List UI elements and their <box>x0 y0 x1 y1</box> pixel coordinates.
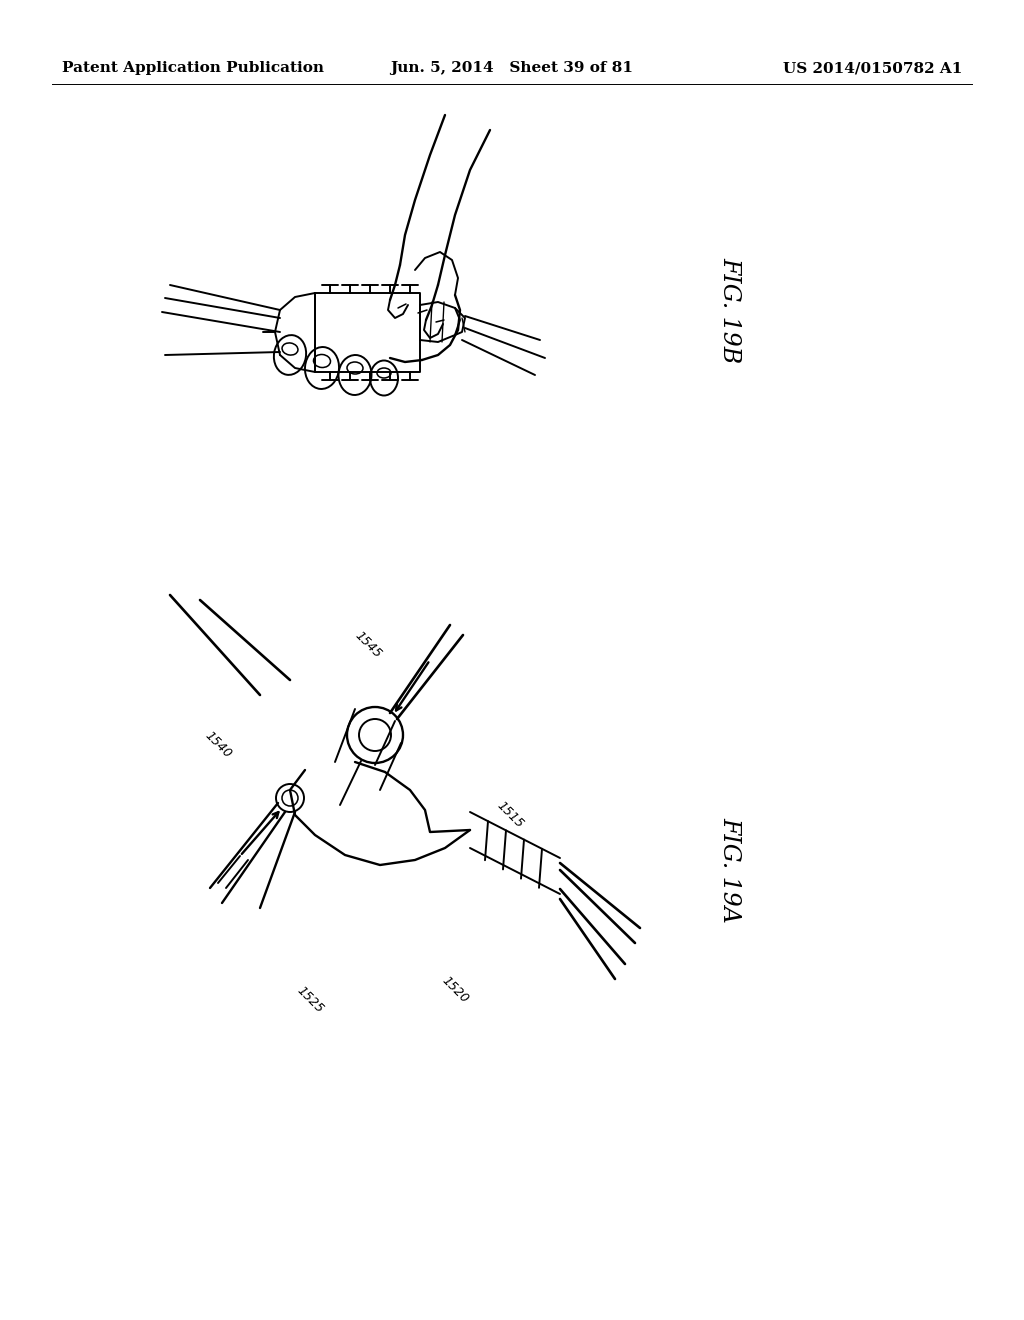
Text: FIG. 19B: FIG. 19B <box>719 257 741 363</box>
Text: 1540: 1540 <box>202 729 233 760</box>
Text: US 2014/0150782 A1: US 2014/0150782 A1 <box>782 61 962 75</box>
Text: 1520: 1520 <box>439 974 471 1006</box>
Text: 1515: 1515 <box>495 799 526 830</box>
Text: FIG. 19A: FIG. 19A <box>719 817 741 923</box>
Text: 1525: 1525 <box>294 985 326 1016</box>
Text: 1545: 1545 <box>352 630 384 661</box>
Text: Jun. 5, 2014   Sheet 39 of 81: Jun. 5, 2014 Sheet 39 of 81 <box>390 61 634 75</box>
Text: Patent Application Publication: Patent Application Publication <box>62 61 324 75</box>
